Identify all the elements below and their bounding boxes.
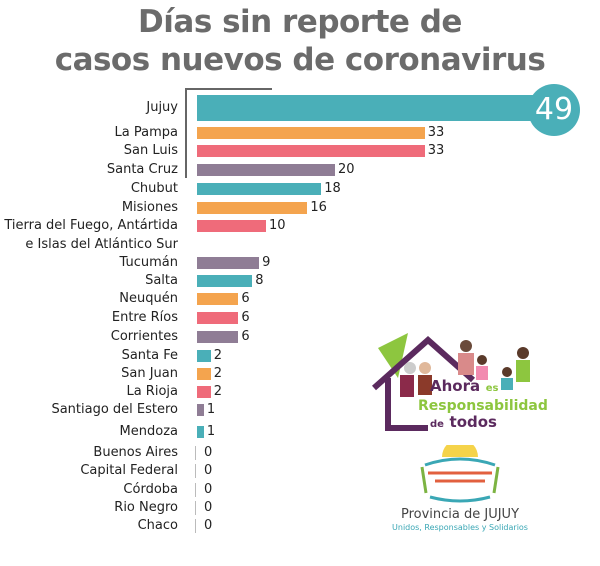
category-label: Córdoba [123,482,178,497]
value-label: 16 [310,200,327,215]
category-label: Misiones [121,200,178,215]
value-label: 0 [204,482,213,497]
value-label: 0 [204,445,213,460]
category-label: e Islas del Atlántico Sur [25,237,178,252]
bar [197,183,322,195]
province-slogan: Unidos, Responsables y Solidarios [392,523,528,532]
value-label: 0 [204,518,213,533]
bar [197,164,335,176]
value-label: 2 [213,384,223,399]
zero-marker [195,519,196,533]
house-family-icon [372,333,530,431]
zero-marker [195,501,196,515]
campaign-text-responsabilidad: Responsabilidad [418,398,548,414]
bar [197,426,204,438]
value-label: 20 [338,162,355,177]
value-bubble: 49 [528,84,580,136]
value-label: 2 [213,348,223,363]
zero-marker [195,446,196,460]
category-label: La Pampa [114,125,178,140]
category-label: Santa Fe [121,348,178,363]
category-label: Tierra del Fuego, Antártida [4,218,178,233]
province-logo: Provincia de JUJUY Unidos, Responsables … [380,445,560,535]
category-label: Chubut [130,181,178,196]
category-label: Neuquén [119,291,178,306]
category-label: Chaco [137,518,178,533]
category-label: Jujuy [146,100,178,115]
value-label: 2 [213,366,223,381]
title-line-2: casos nuevos de coronavirus [54,42,546,78]
bar [197,404,204,416]
bar [197,275,253,287]
value-label: 6 [241,310,250,325]
value-label: 9 [262,255,271,270]
category-label: Capital Federal [80,463,178,478]
value-label: 33 [427,143,445,158]
value-label: 0 [204,463,213,478]
bar [197,350,211,362]
province-name: Provincia de JUJUY [400,507,520,522]
bar [197,331,239,343]
bar [197,220,266,232]
category-label: Tucumán [119,255,178,270]
bar [197,95,537,121]
value-label: 6 [241,291,250,306]
bar [197,257,260,269]
value-label: 1 [206,402,216,417]
category-label: Salta [145,273,178,288]
highlight-bracket [185,88,272,178]
bar [197,386,211,398]
campaign-text-de: de [430,419,444,430]
value-label: 10 [269,218,286,233]
bar [197,368,211,380]
bar [197,145,425,157]
campaign-text-es: es [485,383,499,394]
value-label: 33 [427,125,445,140]
category-label: Rio Negro [114,500,178,515]
category-label: Mendoza [119,424,178,439]
handshake-emblem-icon [420,445,500,503]
value-label: 6 [241,329,250,344]
category-label: San Juan [121,366,178,381]
value-label: 0 [204,500,213,515]
category-label: San Luis [123,143,178,158]
category-label: Santa Cruz [106,162,178,177]
bar [197,127,425,139]
value-label: 18 [324,181,341,196]
campaign-text-ahora: Ahora [430,377,481,395]
category-label: Entre Ríos [111,310,178,325]
zero-marker [195,464,196,478]
value-label: 8 [255,273,264,288]
bar [197,312,239,324]
category-label: La Rioja [126,384,178,399]
campaign-logo: Ahora es Responsabilidad de todos [368,328,558,438]
zero-marker [195,483,196,497]
category-label: Buenos Aires [93,445,178,460]
title-line-1: Días sin reporte de [138,4,462,40]
category-label: Santiago del Estero [51,402,178,417]
value-label: 1 [206,424,216,439]
category-label: Corrientes [110,329,178,344]
campaign-text-todos: todos [449,413,497,431]
bar [197,293,239,305]
bar [197,202,308,214]
